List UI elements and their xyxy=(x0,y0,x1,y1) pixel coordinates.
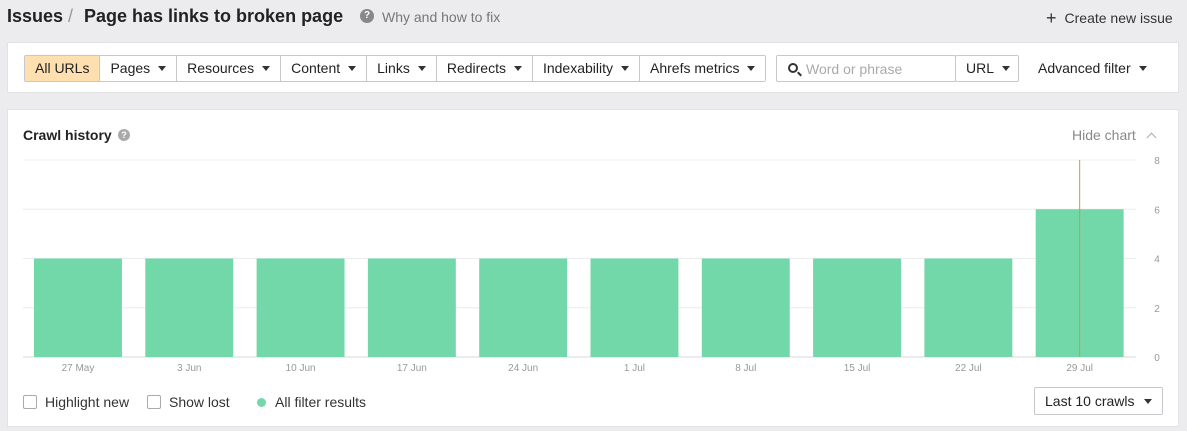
x-tick-label: 27 May xyxy=(62,363,95,374)
caret-down-icon xyxy=(1138,66,1147,71)
filter-tab-ahrefs-metrics[interactable]: Ahrefs metrics xyxy=(640,56,766,81)
plus-icon: + xyxy=(1046,8,1057,28)
advanced-filter-button[interactable]: Advanced filter xyxy=(1038,55,1147,82)
caret-down-icon xyxy=(1144,399,1153,404)
bar xyxy=(256,258,345,357)
filter-tab-label: Content xyxy=(291,60,341,76)
caret-down-icon xyxy=(417,66,426,71)
advanced-filter-label: Advanced filter xyxy=(1038,60,1131,76)
filter-tab-content[interactable]: Content xyxy=(281,56,368,81)
search-box[interactable] xyxy=(776,55,956,82)
x-tick-label: 10 Jun xyxy=(286,363,316,374)
crawls-select-label: Last 10 crawls xyxy=(1045,393,1135,409)
filter-tab-indexability[interactable]: Indexability xyxy=(532,56,641,81)
x-tick-label: 17 Jun xyxy=(397,363,427,374)
filter-tab-pages[interactable]: Pages xyxy=(100,56,178,81)
caret-down-icon xyxy=(158,66,167,71)
highlight-new-checkbox[interactable]: Highlight new xyxy=(23,394,129,410)
all-filter-results-label: All filter results xyxy=(275,394,367,410)
caret-down-icon xyxy=(1002,66,1011,71)
bar xyxy=(590,258,679,357)
breadcrumb-issues[interactable]: Issues xyxy=(7,6,64,26)
filter-tab-label: Redirects xyxy=(446,60,506,76)
hide-chart-button[interactable]: Hide chart xyxy=(1072,127,1157,143)
bar xyxy=(479,258,568,357)
filter-tab-label: Ahrefs metrics xyxy=(650,60,740,76)
caret-down-icon xyxy=(747,66,756,71)
question-icon[interactable]: ? xyxy=(360,9,374,23)
y-tick-label: 2 xyxy=(1154,304,1160,315)
hide-chart-label: Hide chart xyxy=(1072,127,1136,143)
show-lost-label: Show lost xyxy=(169,394,230,410)
filter-tab-label: Pages xyxy=(110,60,151,76)
chart-title: Crawl history xyxy=(23,127,112,143)
filter-bar: All URLs Pages Resources Content Links Redire… xyxy=(7,42,1179,93)
filter-tab-label: Links xyxy=(377,60,410,76)
y-tick-label: 8 xyxy=(1154,156,1160,167)
x-tick-label: 24 Jun xyxy=(508,363,538,374)
all-filter-results-legend: All filter results xyxy=(257,394,366,410)
checkbox-icon xyxy=(23,395,37,409)
crawl-history-chart: 0 2 4 6 8 27 May 3 Jun 10 Jun 17 Jun 24 Jun 1 Jul 8… xyxy=(23,156,1160,374)
filter-tab-label: Indexability xyxy=(542,60,614,76)
crawls-select[interactable]: Last 10 crawls xyxy=(1034,387,1163,415)
url-select[interactable]: URL xyxy=(955,55,1019,82)
bar xyxy=(924,258,1013,357)
x-tick-label: 22 Jul xyxy=(955,363,982,374)
filter-tabs: All URLs Pages Resources Content Links Redire… xyxy=(24,55,767,82)
y-tick-label: 0 xyxy=(1154,353,1160,364)
search-icon xyxy=(788,63,798,73)
caret-down-icon xyxy=(621,66,630,71)
bar xyxy=(34,258,122,357)
x-tick-label: 3 Jun xyxy=(177,363,201,374)
x-tick-label: 29 Jul xyxy=(1066,363,1093,374)
crawl-history-card: Crawl history ? Hide chart 0 2 4 6 8 27 May 3 … xyxy=(7,109,1179,427)
create-new-issue-label: Create new issue xyxy=(1064,10,1173,26)
x-tick-label: 8 Jul xyxy=(735,363,756,374)
checkbox-icon xyxy=(147,395,161,409)
caret-down-icon xyxy=(513,66,522,71)
bar xyxy=(813,258,902,357)
highlight-new-label: Highlight new xyxy=(45,394,130,410)
breadcrumb-separator: / xyxy=(68,6,74,26)
bar xyxy=(701,258,790,357)
question-icon[interactable]: ? xyxy=(118,129,130,141)
page-header: Issues / Page has links to broken page ?… xyxy=(0,0,1187,34)
filter-tab-redirects[interactable]: Redirects xyxy=(436,56,533,81)
x-tick-label: 1 Jul xyxy=(624,363,645,374)
caret-down-icon xyxy=(262,66,271,71)
bar xyxy=(367,258,456,357)
search-input[interactable] xyxy=(806,60,951,77)
url-select-label: URL xyxy=(966,60,995,76)
filter-tab-label: All URLs xyxy=(35,60,90,76)
show-lost-checkbox[interactable]: Show lost xyxy=(147,394,230,410)
series-dot-icon xyxy=(257,398,266,407)
filter-tab-all-urls[interactable]: All URLs xyxy=(25,56,101,81)
page-title: Page has links to broken page xyxy=(84,6,344,26)
filter-tab-resources[interactable]: Resources xyxy=(177,56,282,81)
bar xyxy=(145,258,234,357)
y-tick-label: 4 xyxy=(1154,255,1160,266)
create-new-issue-button[interactable]: + Create new issue xyxy=(1046,8,1173,29)
filter-tab-links[interactable]: Links xyxy=(367,56,437,81)
caret-down-icon xyxy=(348,66,357,71)
y-tick-label: 6 xyxy=(1154,205,1160,216)
why-how-to-fix-link[interactable]: Why and how to fix xyxy=(382,9,501,25)
x-tick-label: 15 Jul xyxy=(844,363,871,374)
filter-tab-label: Resources xyxy=(187,60,255,76)
